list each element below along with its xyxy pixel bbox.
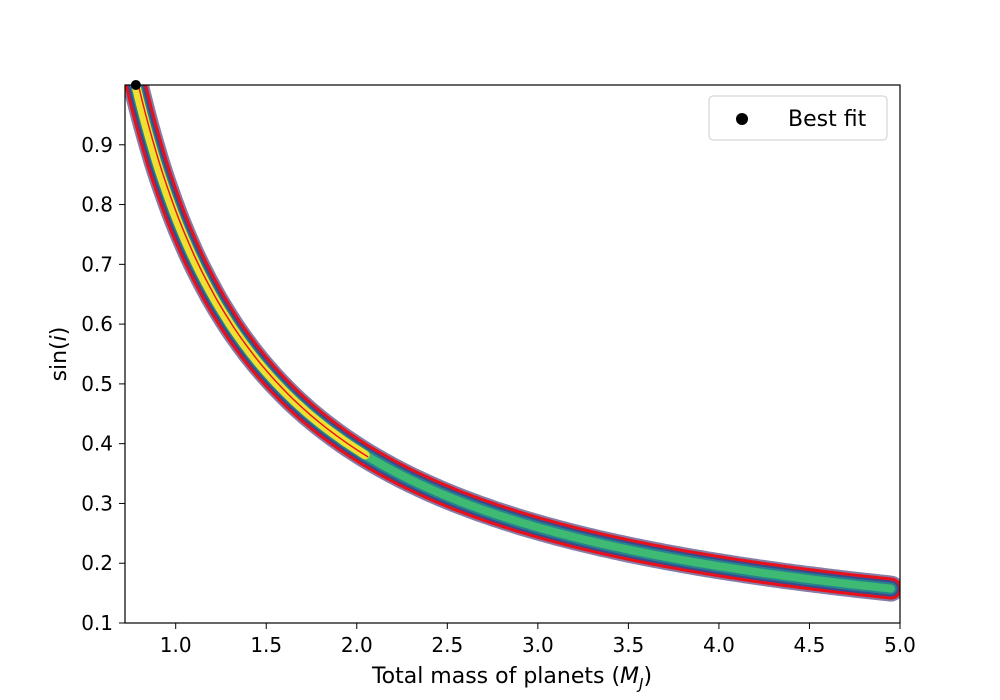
x-tick-label: 1.0 (160, 633, 192, 657)
x-tick-label: 5.0 (884, 633, 916, 657)
legend-marker (736, 113, 748, 125)
x-tick-label: 1.5 (250, 633, 282, 657)
legend-label: Best fit (788, 107, 867, 132)
legend: Best fit (708, 95, 888, 141)
y-tick-label: 0.1 (81, 611, 113, 635)
y-axis-label: sin(i) (47, 327, 72, 382)
x-tick-label: 2.5 (431, 633, 463, 657)
x-tick-label: 4.5 (794, 633, 826, 657)
x-axis-label: Total mass of planets (MJ) (371, 664, 652, 693)
y-tick-label: 0.7 (81, 252, 113, 276)
y-tick-label: 0.6 (81, 312, 113, 336)
best-fit-point (130, 80, 141, 90)
x-axis-ticks: 1.0 1.5 2.0 2.5 3.0 3.5 4.0 4.5 5.0 (160, 623, 916, 657)
y-tick-label: 0.9 (81, 133, 113, 157)
x-tick-label: 4.0 (703, 633, 735, 657)
density-band (125, 85, 900, 602)
plot-frame (124, 84, 901, 624)
density-core (131, 85, 370, 460)
y-tick-label: 0.2 (81, 551, 113, 575)
y-axis-ticks: 0.1 0.2 0.3 0.4 0.5 0.6 0.7 0.8 0.9 (81, 133, 125, 635)
x-tick-label: 3.5 (612, 633, 644, 657)
contour-inner (137, 85, 369, 458)
x-tick-label: 2.0 (341, 633, 373, 657)
y-tick-label: 0.3 (81, 491, 113, 515)
x-tick-label: 3.0 (522, 633, 554, 657)
y-tick-label: 0.8 (81, 193, 113, 217)
y-tick-label: 0.4 (81, 432, 113, 456)
legend-box (708, 95, 888, 141)
y-tick-label: 0.5 (81, 372, 113, 396)
